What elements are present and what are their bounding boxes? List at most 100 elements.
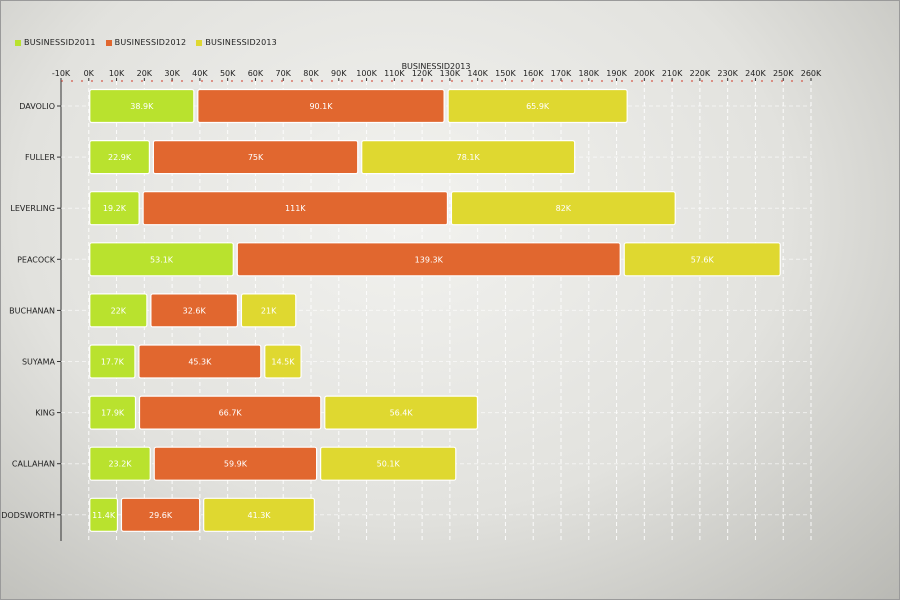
x-tick-label: 100K <box>356 69 377 78</box>
category-label: DODSWORTH <box>1 511 55 520</box>
bar-businessid2012-leverling[interactable] <box>142 191 449 226</box>
x-tick-label: 260K <box>801 69 822 78</box>
data-label: 41.3K <box>247 511 271 520</box>
legend-item-businessid2012[interactable]: BUSINESSID2012 <box>105 38 187 47</box>
category-label: LEVERLING <box>10 204 55 213</box>
x-tick-label: 150K <box>495 69 516 78</box>
bar-businessid2013-buchanan[interactable] <box>240 293 297 328</box>
data-label: 65.9K <box>526 102 550 111</box>
x-tick-label: 120K <box>412 69 433 78</box>
bar-businessid2013-peacock[interactable] <box>623 242 781 277</box>
x-tick-label: 70K <box>276 69 292 78</box>
x-tick-label: 60K <box>248 69 264 78</box>
category-label: BUCHANAN <box>9 306 55 315</box>
bar-businessid2012-davolio[interactable] <box>197 88 445 124</box>
data-label: 23.2K <box>108 460 132 469</box>
bar-businessid2013-leverling[interactable] <box>450 191 676 226</box>
bar-businessid2011-callahan[interactable] <box>89 446 151 481</box>
x-tick-label: 210K <box>662 69 683 78</box>
data-label: 22K <box>111 306 127 315</box>
data-label: 19.2K <box>103 204 127 213</box>
bar-businessid2012-callahan[interactable] <box>153 446 318 481</box>
bar-businessid2012-king[interactable] <box>138 395 322 430</box>
data-label: 21K <box>261 306 277 315</box>
data-label: 32.6K <box>183 306 207 315</box>
data-label: 22.9K <box>108 153 132 162</box>
bar-businessid2011-leverling[interactable] <box>89 191 140 226</box>
data-label: 29.6K <box>149 511 173 520</box>
category-label: PEACOCK <box>17 255 56 264</box>
legend-swatch-businessid2012 <box>105 39 112 46</box>
bar-businessid2012-fuller[interactable] <box>152 140 359 175</box>
bar-businessid2011-buchanan[interactable] <box>89 293 148 328</box>
data-label: 139.3K <box>415 255 444 264</box>
x-tick-label: -10K <box>52 69 71 78</box>
bar-businessid2013-davolio[interactable] <box>447 88 628 124</box>
category-label: DAVOLIO <box>19 102 55 111</box>
x-tick-label: 140K <box>467 69 488 78</box>
legend-swatch-businessid2011 <box>15 39 21 46</box>
x-tick-label: 240K <box>745 69 766 78</box>
x-tick-label: 130K <box>440 69 461 78</box>
bar-businessid2013-king[interactable] <box>324 395 479 430</box>
data-label: 38.9K <box>130 102 154 111</box>
category-label: SUYAMA <box>22 358 56 367</box>
data-label: 66.7K <box>219 409 243 418</box>
legend-item-businessid2013[interactable]: BUSINESSID2013 <box>196 38 277 47</box>
bar-businessid2011-suyama[interactable] <box>89 344 136 379</box>
x-tick-label: 30K <box>164 69 180 78</box>
x-tick-label: 50K <box>220 69 236 78</box>
legend-label-businessid2013: BUSINESSID2013 <box>205 38 277 47</box>
bar-businessid2011-king[interactable] <box>89 395 137 430</box>
x-tick-label: 200K <box>634 69 655 78</box>
bar-businessid2013-fuller[interactable] <box>361 140 576 175</box>
x-tick-label: 10K <box>109 69 125 78</box>
bar-businessid2011-peacock[interactable] <box>89 242 234 277</box>
data-label: 11.4K <box>92 511 116 520</box>
legend: BUSINESSID2011 BUSINESSID2012 BUSINESSID… <box>15 38 277 47</box>
x-tick-label: 220K <box>690 69 711 78</box>
bar-businessid2011-fuller[interactable] <box>89 140 150 175</box>
data-label: 53.1K <box>150 255 174 264</box>
bar-businessid2013-callahan[interactable] <box>320 446 457 481</box>
data-label: 17.7K <box>101 358 125 367</box>
bar-businessid2012-buchanan[interactable] <box>150 293 239 328</box>
x-tick-label: 0K <box>84 69 95 78</box>
x-tick-label: 230K <box>717 69 738 78</box>
x-tick-label: 80K <box>303 69 319 78</box>
data-label: 82K <box>556 204 572 213</box>
x-tick-label: 40K <box>192 69 208 78</box>
legend-label-businessid2012: BUSINESSID2012 <box>114 38 187 47</box>
legend-swatch-businessid2013 <box>196 39 203 46</box>
data-label: 56.4K <box>390 409 414 418</box>
x-tick-label: 20K <box>137 69 153 78</box>
data-label: 111K <box>285 204 306 213</box>
x-tick-label: 190K <box>606 69 627 78</box>
x-tick-label: 250K <box>773 69 794 78</box>
x-tick-label: 180K <box>579 69 600 78</box>
data-label: 57.6K <box>691 255 715 264</box>
data-label: 59.9K <box>224 460 248 469</box>
bar-businessid2012-suyama[interactable] <box>138 344 262 379</box>
x-tick-label: 110K <box>384 69 405 78</box>
bar-businessid2013-suyama[interactable] <box>264 344 302 379</box>
bar-businessid2011-dodsworth[interactable] <box>89 497 119 532</box>
data-label: 45.3K <box>188 358 212 367</box>
bar-businessid2013-dodsworth[interactable] <box>203 497 315 532</box>
data-label: 17.9K <box>101 409 125 418</box>
x-tick-label: 160K <box>523 69 544 78</box>
category-label: KING <box>35 409 55 418</box>
data-label: 90.1K <box>309 102 333 111</box>
data-label: 14.5K <box>271 358 295 367</box>
data-label: 50.1K <box>377 460 401 469</box>
category-label: FULLER <box>25 153 55 162</box>
bar-businessid2011-davolio[interactable] <box>89 88 195 124</box>
bar-businessid2012-peacock[interactable] <box>236 242 621 277</box>
bar-businessid2012-dodsworth[interactable] <box>120 497 201 532</box>
data-label: 78.1K <box>457 153 481 162</box>
legend-item-businessid2011[interactable]: BUSINESSID2011 <box>15 38 96 47</box>
data-label: 75K <box>248 153 264 162</box>
x-tick-label: 170K <box>551 69 572 78</box>
